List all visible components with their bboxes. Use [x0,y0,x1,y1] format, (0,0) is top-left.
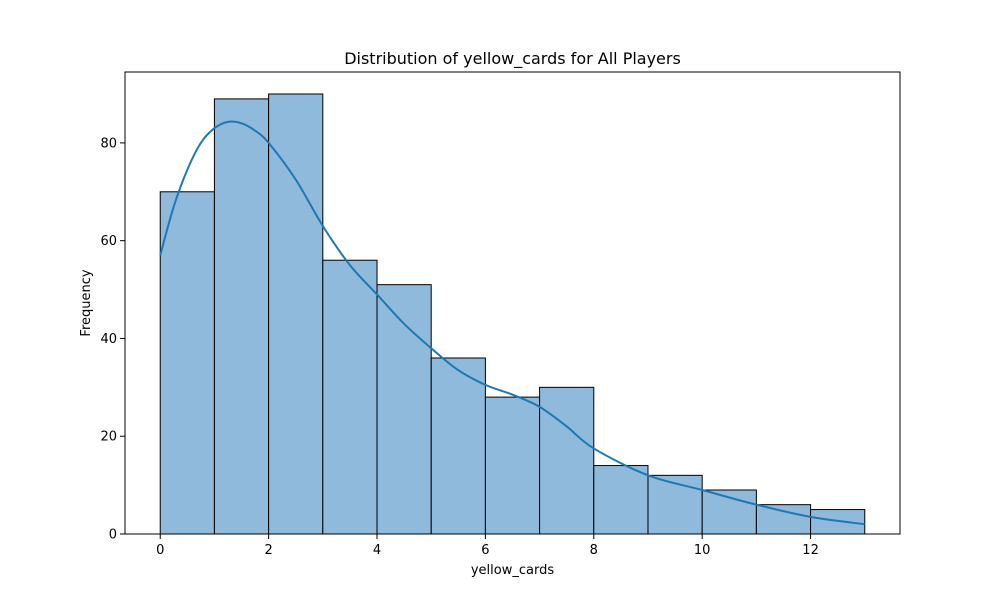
x-tick-label: 10 [694,543,711,558]
histogram-bar [430,357,486,535]
x-axis-label: yellow_cards [471,563,554,578]
y-tick-label: 80 [100,136,117,151]
x-tick-label: 0 [156,543,164,558]
x-tick-label: 2 [264,543,272,558]
chart-title: Distribution of yellow_cards for All Pla… [344,49,681,69]
x-axis-ticks: 0 2 4 6 8 10 12 [156,534,819,558]
x-tick-label: 4 [373,543,381,558]
y-axis-ticks: 0 20 40 60 80 [100,136,125,543]
x-tick-label: 8 [590,543,598,558]
histogram-bar [213,98,270,535]
y-tick-label: 60 [100,234,117,249]
plot-area-frame [124,71,901,535]
histogram-bar [484,396,541,535]
histogram-bar [268,93,324,535]
x-tick-label: 6 [481,543,489,558]
y-tick-label: 0 [109,528,117,543]
histogram-bar [376,284,432,535]
histogram-bar [539,386,595,535]
y-tick-label: 20 [100,430,117,445]
kde-curve [159,120,865,526]
histogram-bar [322,259,378,535]
histogram-bar [647,474,703,535]
x-tick-label: 12 [802,543,819,558]
histogram-bars [159,93,866,535]
histogram-bar [755,504,812,535]
histogram-bar [159,191,215,535]
histogram-bar [593,465,649,535]
y-tick-label: 40 [100,332,117,347]
y-axis-label: Frequency [79,269,94,336]
